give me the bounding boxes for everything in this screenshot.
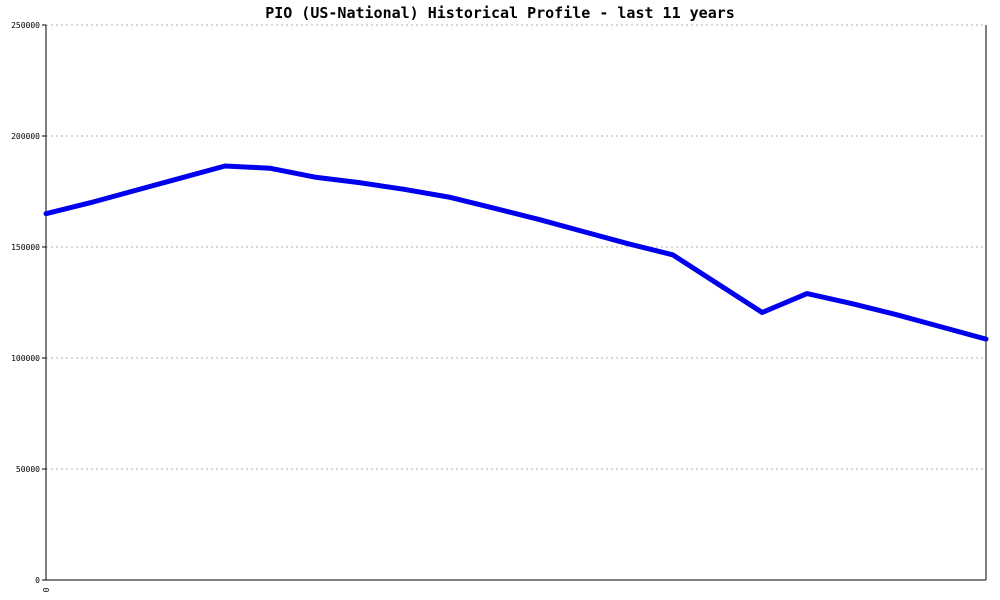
x-tick-label: 0	[42, 587, 51, 592]
series-line-0	[43, 163, 989, 342]
chart-title: PIO (US-National) Historical Profile - l…	[265, 4, 735, 22]
y-tick-label: 0	[35, 576, 40, 585]
x-axis-ticks: 0	[42, 587, 51, 592]
y-tick-label: 100000	[11, 354, 40, 363]
gridlines	[46, 24, 986, 470]
y-tick-label: 50000	[16, 465, 40, 474]
series-lines	[43, 163, 989, 342]
y-tick-label: 150000	[11, 243, 40, 252]
axes	[42, 24, 987, 581]
y-axis-ticks: 0 50000 100000 150000 200000 250000	[11, 21, 40, 585]
y-tick-label: 250000	[11, 21, 40, 30]
y-tick-label: 200000	[11, 132, 40, 141]
